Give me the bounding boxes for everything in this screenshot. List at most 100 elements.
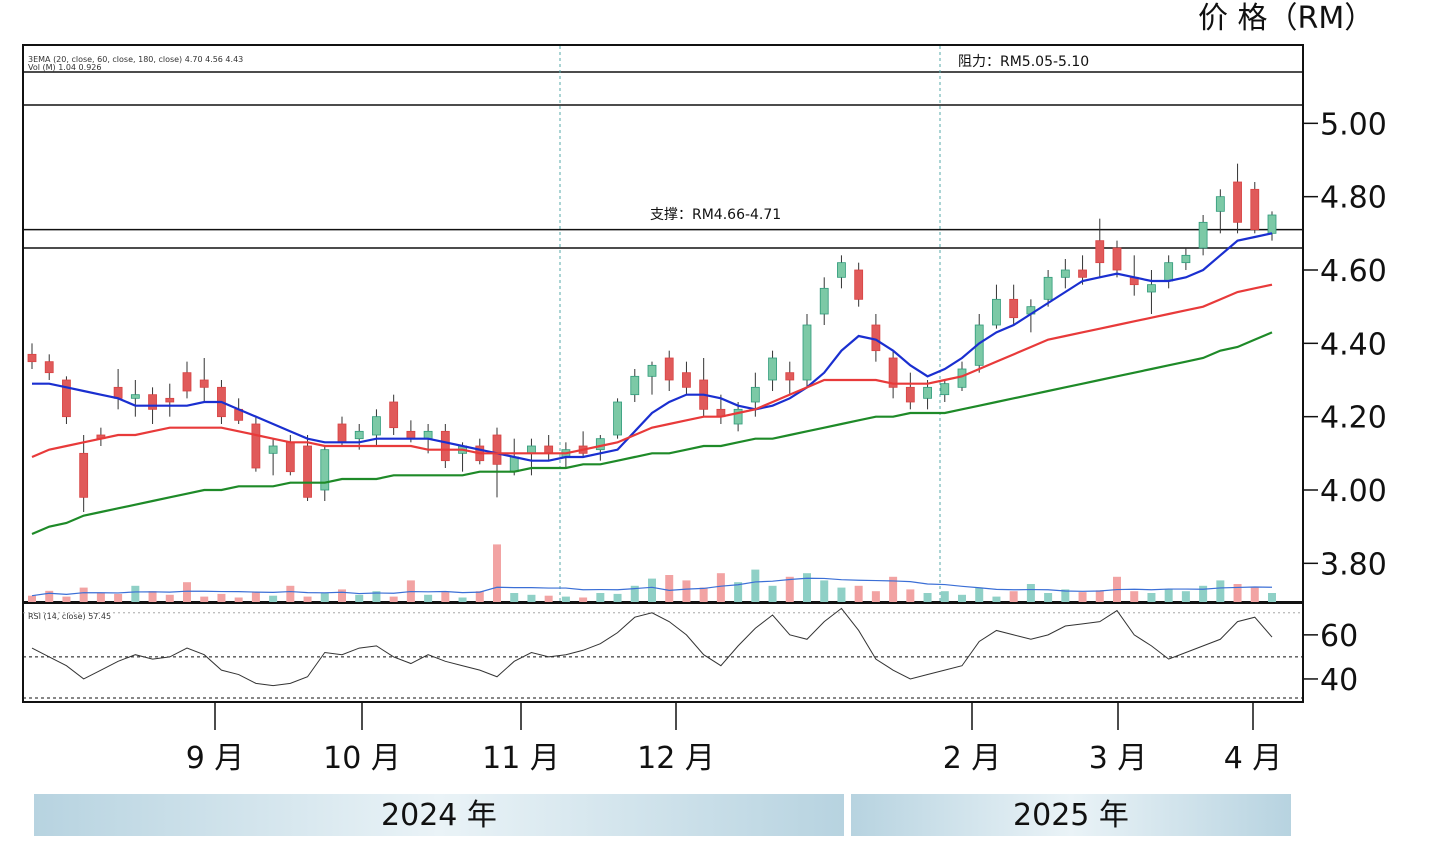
volume-bar — [372, 591, 381, 602]
month-label: 4 月 — [1224, 741, 1283, 776]
rsi-indicator-label: RSI (14, close) 57.45 — [28, 612, 111, 621]
volume-bar — [768, 585, 777, 602]
candle-body — [1215, 196, 1225, 212]
volume-bar — [785, 576, 794, 602]
candle-body — [940, 383, 950, 396]
volume-bar — [441, 592, 450, 602]
candle-body — [62, 379, 71, 418]
volume-bar — [338, 589, 346, 602]
candle-body — [957, 368, 967, 388]
volume-bar — [699, 587, 708, 602]
candle-body — [337, 423, 347, 443]
ema-line — [32, 232, 1273, 462]
price-tick-label: 4.60 — [1320, 254, 1387, 289]
volume-bar — [596, 593, 605, 602]
year-band-2025 — [851, 794, 1291, 836]
candle-body — [733, 408, 743, 425]
volume-bar — [286, 585, 295, 602]
price-unit-label: 价 格（RM） — [1198, 1, 1374, 36]
candle-body — [251, 423, 261, 469]
candle-body — [182, 372, 192, 392]
candle-body — [1112, 247, 1122, 271]
candle-body — [389, 401, 399, 429]
volume-bar — [544, 595, 553, 602]
volume-bar — [493, 544, 501, 602]
candle-body — [320, 449, 330, 491]
candle-body — [1078, 269, 1087, 278]
price-tick-label: 5.00 — [1320, 107, 1387, 142]
candle-body — [974, 324, 984, 366]
ema-lines — [31, 232, 1273, 536]
volume-bar — [923, 593, 932, 602]
ema-line — [31, 331, 1273, 536]
volume-bar — [716, 573, 725, 602]
candle-body — [509, 456, 519, 473]
candle-body — [1267, 214, 1277, 234]
volume-bar — [458, 597, 467, 602]
volume-bar — [648, 578, 656, 602]
volume-bar — [1095, 590, 1104, 602]
resistance-annotation: 阻力：RM5.05-5.10 — [958, 54, 1089, 70]
volume-bar — [665, 575, 674, 602]
candle-body — [613, 401, 622, 436]
candle-body — [1250, 188, 1260, 231]
volume-bar — [424, 594, 433, 602]
candle-body — [148, 394, 157, 410]
candle-body — [768, 357, 777, 381]
candle-body — [44, 361, 54, 374]
rsi-line — [31, 607, 1273, 687]
candle-body — [1009, 298, 1019, 319]
month-label: 2 月 — [943, 741, 1002, 776]
volume-bar — [510, 593, 519, 602]
volume-bar — [1233, 584, 1242, 602]
volume-bar — [1026, 584, 1035, 602]
volume-bar — [1164, 589, 1173, 602]
candle-body — [837, 262, 846, 278]
support-resistance-levels — [23, 104, 1303, 249]
volume-bar — [1009, 591, 1018, 602]
candle-body — [923, 386, 932, 399]
volume-bar — [630, 585, 639, 602]
candle-body — [1095, 240, 1105, 264]
candle-body — [268, 445, 278, 454]
volume-bar — [803, 573, 811, 602]
volume-bar — [183, 582, 191, 602]
volume-bar — [1268, 593, 1276, 602]
volume-bar — [1147, 593, 1156, 602]
volume-bar — [940, 591, 949, 602]
candle-body — [1060, 269, 1070, 278]
month-label: 11 月 — [482, 741, 560, 776]
candle-body — [888, 357, 898, 388]
candle-body — [354, 430, 364, 440]
volume-average-line — [31, 577, 1273, 597]
candle-body — [647, 364, 657, 377]
candle-body — [165, 397, 175, 403]
price-tick-label: 4.80 — [1320, 181, 1387, 216]
candle-body — [440, 430, 450, 462]
candle-body — [492, 434, 502, 465]
volume-bar — [475, 591, 484, 602]
rsi-panel-frame — [22, 602, 1304, 703]
volume-bar — [217, 593, 226, 602]
volume-bar — [45, 590, 54, 602]
candle-body — [750, 386, 760, 403]
volume-bar — [28, 595, 36, 602]
volume-bar — [1181, 591, 1190, 602]
volume-bar — [251, 592, 260, 602]
candlesticks — [27, 163, 1277, 512]
volume-bar — [200, 596, 209, 602]
volume-bar — [114, 593, 123, 602]
price-tick-label: 4.00 — [1320, 474, 1387, 509]
volume-bar — [837, 587, 846, 602]
ema-line — [31, 283, 1273, 459]
volume-bar — [734, 582, 743, 602]
volume-bar — [62, 596, 71, 602]
ema-indicator-label: 3EMA (20, close, 60, close, 180, close) … — [28, 55, 243, 64]
volume-bar — [958, 594, 966, 602]
volume-bar — [1216, 580, 1225, 602]
volume-bar — [303, 596, 312, 602]
month-label: 9 月 — [186, 741, 245, 776]
